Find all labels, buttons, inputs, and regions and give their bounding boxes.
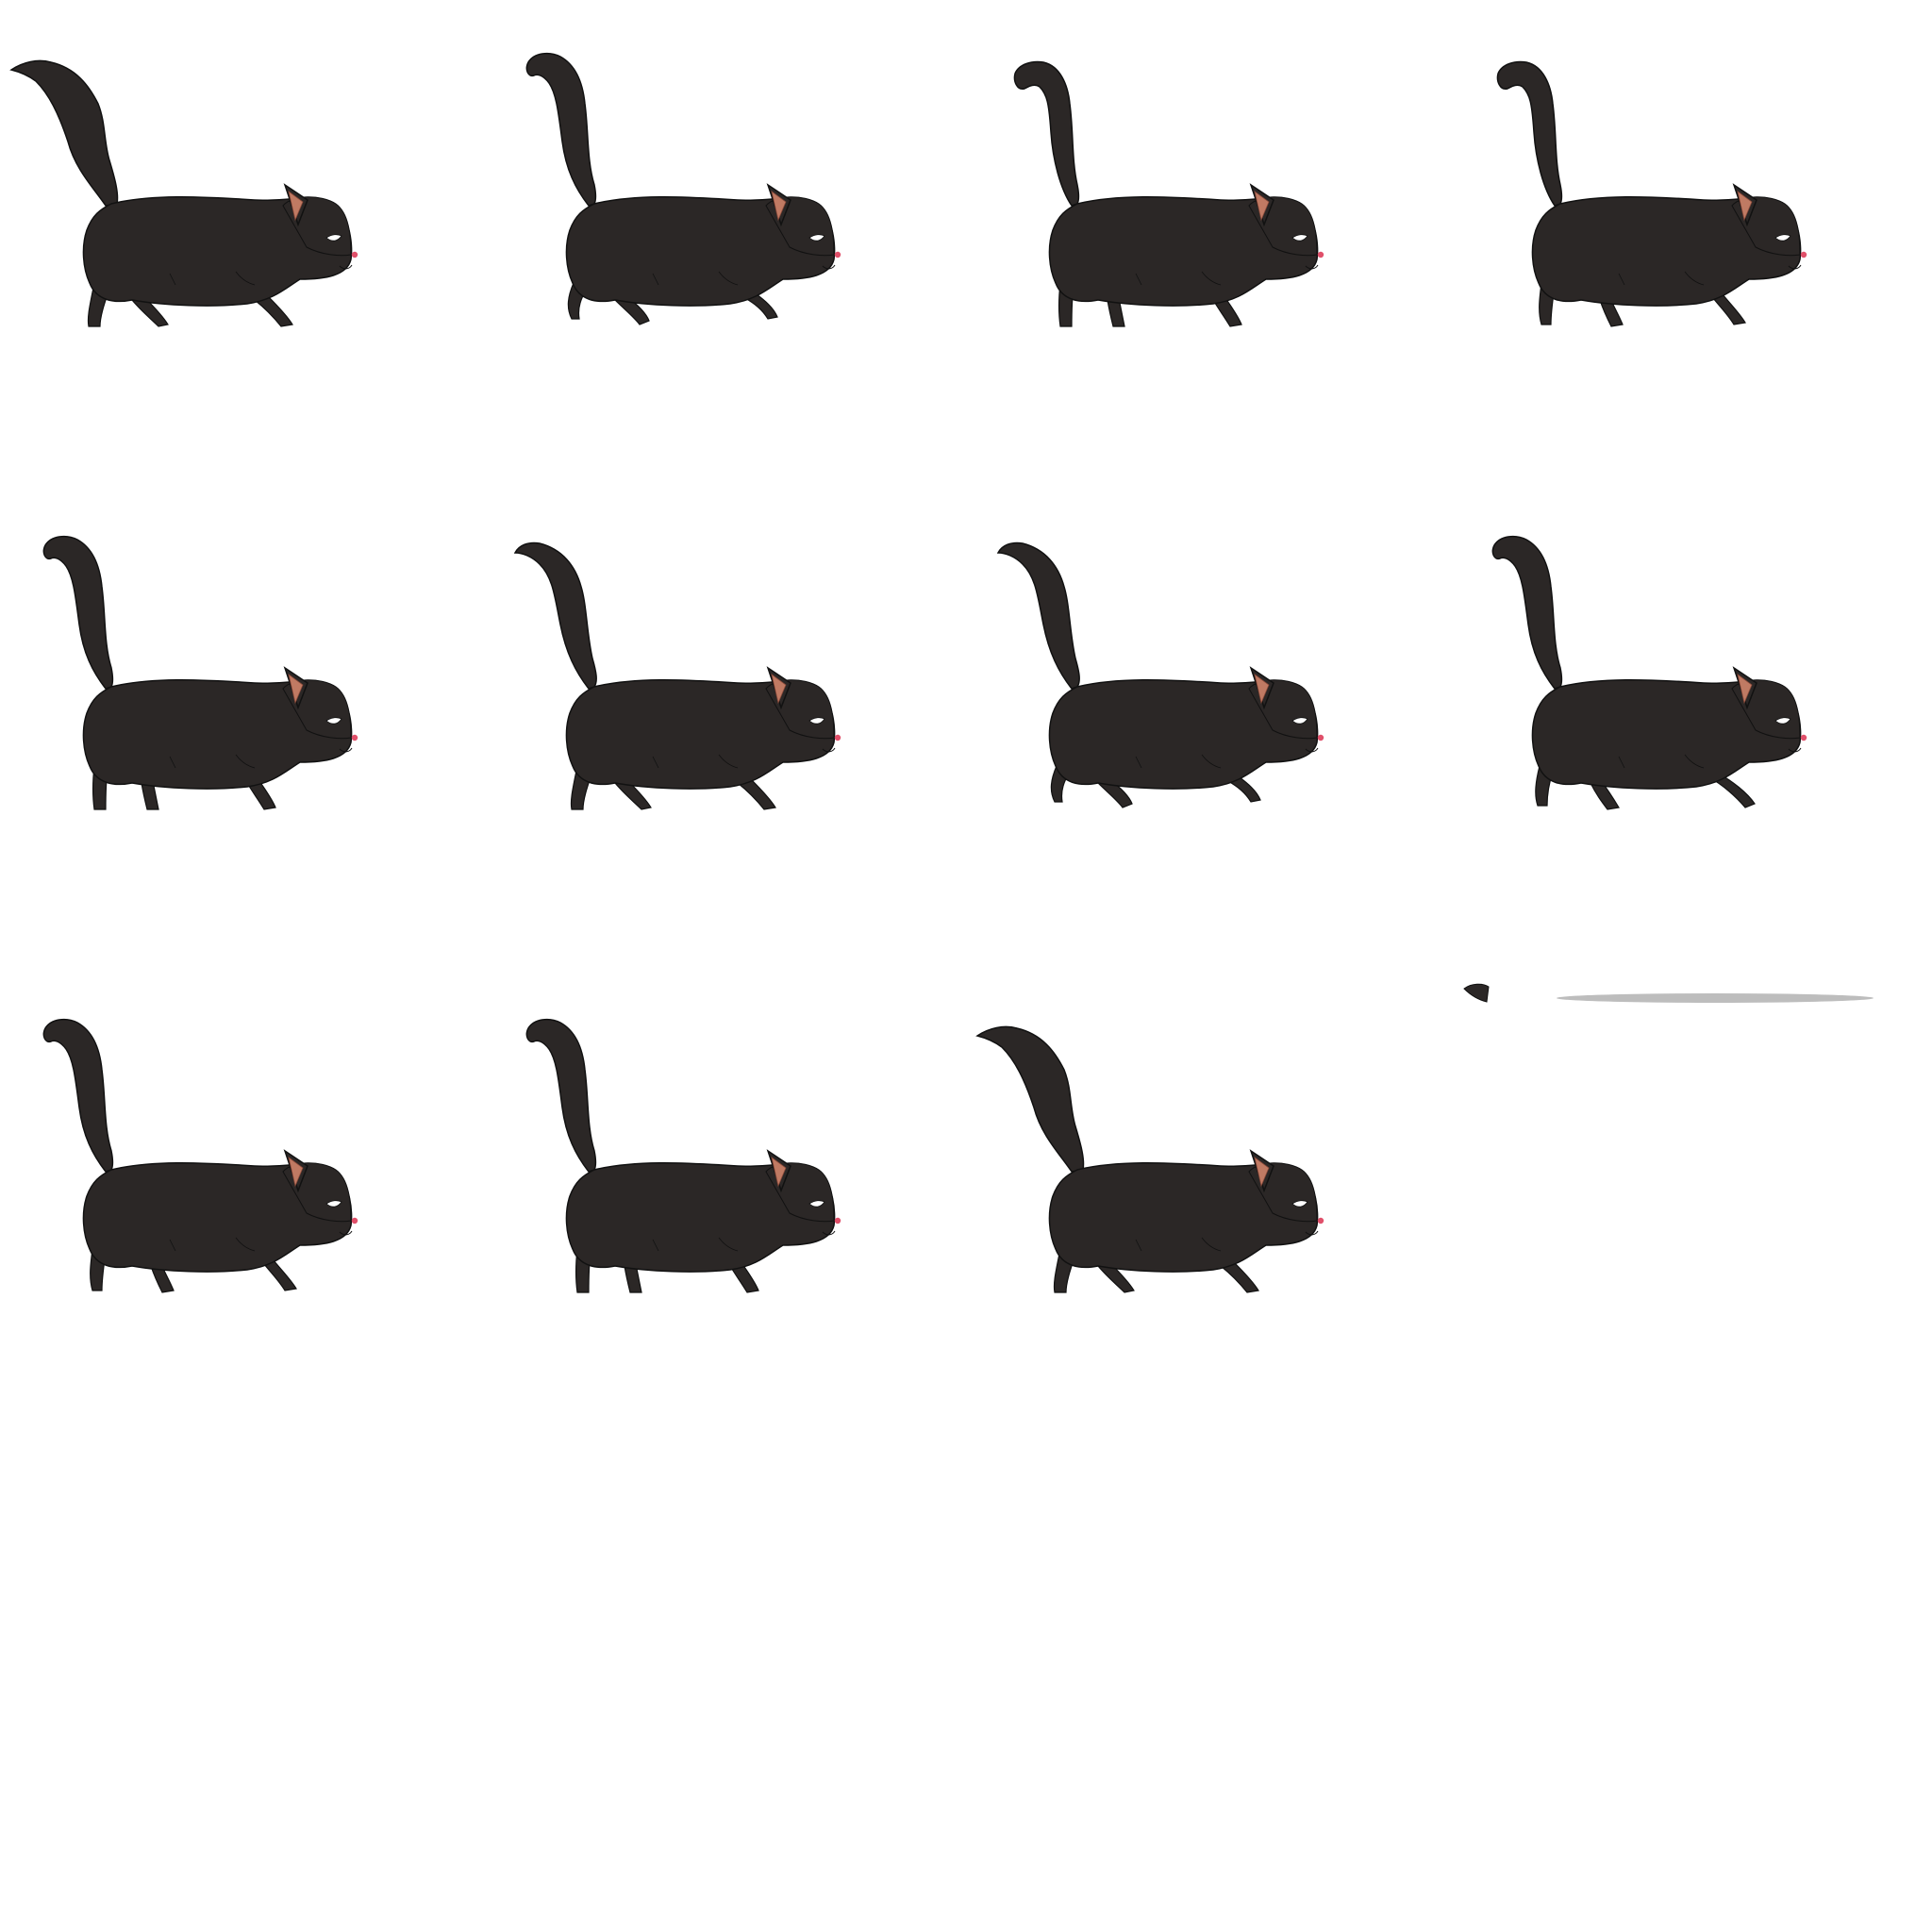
cat-walk-frame-r2-c4 xyxy=(1491,535,1807,810)
cat-body xyxy=(82,184,358,307)
cat-walk-frame-r1-c1 xyxy=(9,59,358,327)
cat-tail xyxy=(996,541,1080,690)
cat-body xyxy=(1048,667,1324,790)
cat-body xyxy=(1048,1150,1324,1273)
cat-walk-frame-r2-c2 xyxy=(513,541,841,810)
cat-walk-frame-r1-c3 xyxy=(1013,60,1324,327)
cat-tail xyxy=(513,541,597,690)
cat-body xyxy=(82,1150,358,1273)
cat-body xyxy=(1531,184,1807,307)
cat-tail xyxy=(1491,535,1563,690)
cat-body xyxy=(565,184,841,307)
cat-walk-frame-r3-c1 xyxy=(42,1018,358,1293)
cat-tail xyxy=(42,535,114,690)
cat-body xyxy=(1531,667,1807,790)
cat-tail xyxy=(9,59,119,207)
cat-walk-frame-r2-c1 xyxy=(42,535,358,810)
cat-walk-frame-r1-c4 xyxy=(1496,60,1807,327)
cat-walk-frame-r3-c2 xyxy=(525,1018,841,1293)
cat-tail xyxy=(525,1018,597,1173)
cat-tail xyxy=(975,1025,1085,1173)
cat-tail xyxy=(1496,60,1563,207)
cat-body xyxy=(565,1150,841,1273)
cat-tail xyxy=(42,1018,114,1173)
cat-body xyxy=(1048,184,1324,307)
cat-body xyxy=(565,667,841,790)
cat-tail xyxy=(1013,60,1080,207)
cat-walk-frame-r1-c2 xyxy=(525,52,841,325)
cat-walk-frame-r2-c3 xyxy=(996,541,1324,808)
paw-fragment xyxy=(1463,983,1490,1003)
ground-shadow xyxy=(1557,993,1874,1003)
cat-walk-frame-r3-c3 xyxy=(975,1025,1324,1293)
cat-body xyxy=(82,667,358,790)
cat-tail xyxy=(525,52,597,207)
